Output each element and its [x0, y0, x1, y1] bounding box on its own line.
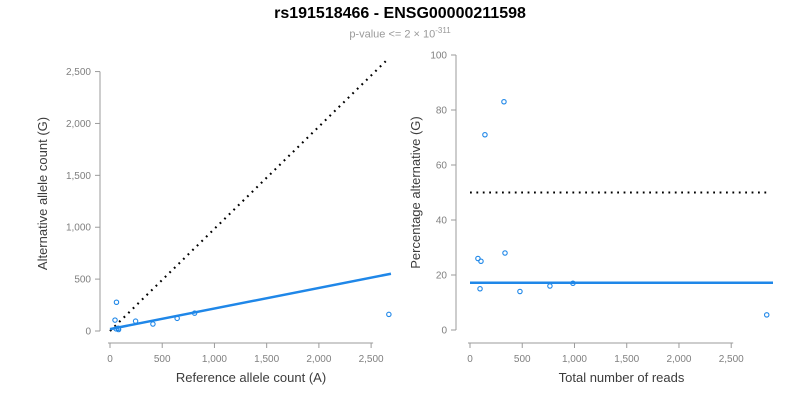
data-point: [763, 312, 770, 318]
x-tick-label: 1,000: [562, 354, 587, 365]
data-point: [547, 283, 553, 289]
data-point: [112, 317, 118, 323]
data-point: [386, 311, 392, 318]
y-tick-label: 0: [85, 327, 91, 338]
x-tick-label: 2,000: [306, 354, 331, 365]
y-tick-label: 1,500: [66, 171, 91, 182]
y-axis-title: Alternative allele count (G): [35, 117, 50, 270]
y-tick-label: 80: [436, 106, 448, 117]
x-tick-label: 500: [154, 354, 171, 365]
y-tick-label: 100: [430, 51, 447, 62]
data-point: [478, 258, 484, 265]
left-scatter-plot: 0 500 1,000 1,500 2,000 2,500 0 500 1,000 1,500 2,…: [35, 60, 392, 385]
x-tick-label: 1,000: [202, 354, 227, 365]
data-point: [115, 326, 122, 333]
chart-subtitle: p-value <= 2 × 10-311: [0, 26, 800, 41]
x-tick-label: 2,500: [719, 354, 744, 365]
x-tick-label: 2,000: [666, 354, 691, 365]
x-axis-title: Total number of reads: [559, 370, 685, 385]
x-tick-label: 0: [107, 354, 113, 365]
data-point: [502, 250, 508, 256]
x-tick-label: 1,500: [614, 354, 639, 365]
data-point: [150, 321, 156, 327]
y-tick-label: 1,000: [66, 223, 91, 234]
y-tick-label: 2,500: [66, 67, 91, 78]
x-tick-label: 2,500: [359, 354, 384, 365]
y-tick-label: 2,000: [66, 119, 91, 130]
regression-line: [109, 272, 392, 331]
pvalue-text: p-value <= 2 × 10: [349, 28, 436, 41]
y-tick-label: 40: [436, 216, 448, 227]
data-point: [570, 280, 576, 287]
data-point: [174, 315, 180, 322]
x-tick-label: 1,500: [254, 354, 279, 365]
y-tick-label: 20: [436, 271, 448, 282]
chart-title: rs191518466 - ENSG00000211598: [274, 5, 526, 22]
data-point: [132, 318, 139, 324]
data-point: [191, 310, 198, 316]
data-point: [475, 255, 481, 262]
right-scatter-plot: 0 20 40 60 80 100 0 500 1,000 1,500 2,000 2,500 Tota…: [408, 51, 773, 385]
data-point: [517, 288, 523, 295]
x-axis-title: Reference allele count (A): [176, 370, 326, 385]
y-tick-label: 0: [441, 326, 447, 337]
data-point: [501, 98, 507, 105]
x-tick-label: 0: [467, 354, 473, 365]
x-tick-label: 500: [514, 354, 531, 365]
data-point: [477, 286, 483, 292]
pvalue-exponent: -311: [435, 26, 451, 35]
data-point: [113, 299, 120, 306]
y-axis-title: Percentage alternative (G): [408, 116, 423, 268]
y-tick-label: 500: [74, 275, 91, 286]
y-tick-label: 60: [436, 161, 448, 172]
data-point: [482, 132, 488, 138]
identity-line: [109, 60, 387, 332]
